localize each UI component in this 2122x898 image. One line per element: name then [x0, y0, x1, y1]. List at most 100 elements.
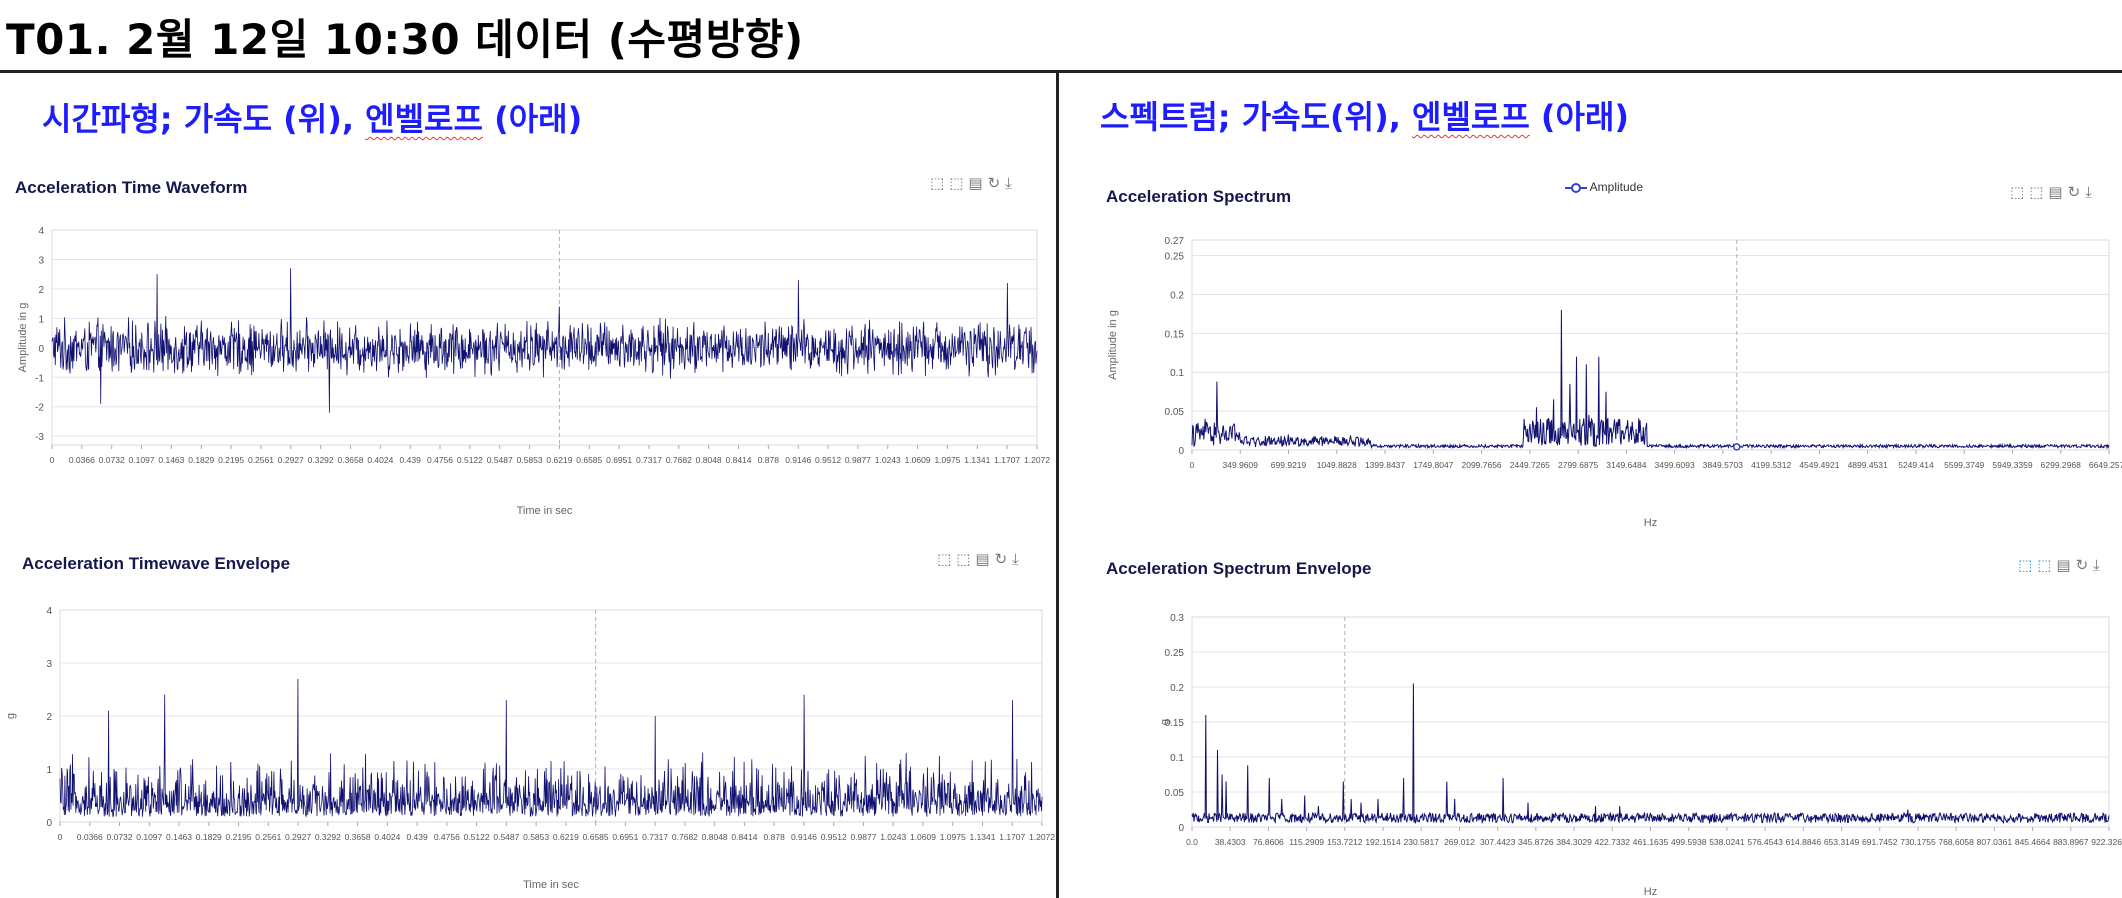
x-tick-label: 1.0609	[910, 832, 936, 842]
x-tick-label: 0.1097	[129, 455, 155, 465]
left-heading-suffix: (아래)	[482, 100, 583, 138]
x-tick-label: 699.9219	[1271, 460, 1307, 470]
save-icon[interactable]: ⤓	[1005, 174, 1015, 192]
data-view-icon[interactable]: ▤	[2056, 556, 2074, 574]
save-icon[interactable]: ⤓	[2085, 183, 2095, 201]
x-tick-label: 0.5122	[464, 832, 490, 842]
restore-icon[interactable]: ↻	[994, 550, 1011, 568]
zoom-icon[interactable]: ⬚	[2010, 183, 2028, 201]
chart-accel-spectrum-envelope[interactable]: 0 0.05 0.1 0.15 0.2 0.25 0.3 0.0 38.4303 76.8606 1…	[1060, 605, 2122, 898]
save-icon[interactable]: ⤓	[2093, 556, 2103, 574]
x-tick-label: 4549.4921	[1799, 460, 1839, 470]
zoom-icon[interactable]: ⬚	[2018, 556, 2036, 574]
x-tick-label: 0.0	[1186, 837, 1198, 847]
x-tick-label: 0.0366	[69, 455, 95, 465]
y-tick-label: 0.25	[1165, 252, 1185, 263]
x-tick-label: 1.0609	[905, 455, 931, 465]
x-tick-label: 0.1829	[188, 455, 214, 465]
y-tick-label: 0	[46, 818, 52, 829]
x-tick-label: 0.6585	[576, 455, 602, 465]
zoom-icon[interactable]: ⬚	[937, 550, 955, 568]
x-tick-label: 0	[50, 455, 55, 465]
x-tick-label: 1749.8047	[1413, 460, 1453, 470]
vertical-divider	[1056, 70, 1059, 898]
x-tick-label: 0.2927	[285, 832, 311, 842]
y-tick-label: 0	[1178, 446, 1184, 457]
x-tick-label: 0.6951	[612, 832, 638, 842]
x-tick-label: 0.3658	[345, 832, 371, 842]
right-heading-underlined: 엔벨로프	[1412, 98, 1530, 136]
data-view-icon[interactable]: ▤	[975, 550, 993, 568]
x-tick-label: 0.9877	[850, 832, 876, 842]
x-tick-label: 0.2561	[255, 832, 281, 842]
x-tick-label: 0.6219	[546, 455, 572, 465]
x-tick-label: 1399.8437	[1365, 460, 1405, 470]
y-tick-label: 1	[38, 314, 44, 325]
y-tick-label: 4	[38, 226, 44, 237]
x-axis-label: Time in sec	[523, 879, 579, 891]
x-axis-label: Hz	[1644, 517, 1657, 529]
x-tick-label: 1.2072	[1029, 832, 1055, 842]
toolbox-accel-spectrum: ⬚ ⬚ ▤ ↻ ⤓	[2010, 183, 2097, 201]
x-tick-label: 538.0241	[1709, 837, 1745, 847]
x-tick-label: 0.8414	[726, 455, 752, 465]
left-section-heading: 시간파형; 가속도 (위), 엔벨로프 (아래)	[42, 94, 582, 140]
x-tick-label: 0.7682	[672, 832, 698, 842]
restore-icon[interactable]: ↻	[2075, 556, 2092, 574]
x-tick-label: 0.0732	[99, 455, 125, 465]
legend-label: Amplitude	[1589, 180, 1644, 194]
series-line	[51, 268, 1038, 413]
y-tick-label: 0.2	[1170, 290, 1184, 301]
x-tick-label: 768.6058	[1938, 837, 1974, 847]
chart-accel-timewave-envelope[interactable]: 0 1 2 3 4 0 0.0366 0.0732 0.1097 0.1463 0.1829 0.21…	[0, 598, 1055, 898]
x-tick-label: 0.4756	[427, 455, 453, 465]
x-tick-label: 653.3149	[1824, 837, 1860, 847]
x-tick-label: 230.5817	[1404, 837, 1440, 847]
x-tick-label: 3499.6093	[1655, 460, 1695, 470]
chart-title-accel-spectrum-envelope: Acceleration Spectrum Envelope	[1106, 559, 1372, 578]
zoom-reset-icon[interactable]: ⬚	[2037, 556, 2055, 574]
restore-icon[interactable]: ↻	[987, 174, 1004, 192]
x-tick-label: 1049.8828	[1317, 460, 1357, 470]
zoom-reset-icon[interactable]: ⬚	[956, 550, 974, 568]
left-heading-prefix: 시간파형; 가속도 (위),	[42, 100, 366, 138]
x-tick-label: 269.012	[1444, 837, 1475, 847]
left-heading-underlined: 엔벨로프	[365, 100, 483, 138]
data-view-icon[interactable]: ▤	[2048, 183, 2066, 201]
chart-accel-spectrum[interactable]: 0 0.05 0.1 0.15 0.2 0.25 0.27 0 349.9609 699.9219…	[1060, 228, 2122, 533]
y-tick-label: 0.1	[1170, 753, 1184, 764]
restore-icon[interactable]: ↻	[2067, 183, 2084, 201]
x-tick-label: 0.9512	[815, 455, 841, 465]
legend-marker-icon	[1565, 182, 1587, 193]
save-icon[interactable]: ⤓	[1012, 550, 1022, 568]
legend-amplitude[interactable]: Amplitude	[1565, 180, 1643, 194]
toolbox-accel-envelope: ⬚ ⬚ ▤ ↻ ⤓	[937, 550, 1024, 568]
zoom-icon[interactable]: ⬚	[930, 174, 948, 192]
x-tick-label: 1.1707	[999, 832, 1025, 842]
y-tick-label: 0.15	[1165, 718, 1185, 729]
x-tick-label: 1.0975	[934, 455, 960, 465]
chart-accel-time-waveform[interactable]: -3 -2 -1 0 1 2 3 4 0 0.0366 0.0732 0.1097 0.1463 0.18…	[0, 220, 1050, 525]
x-tick-label: 3149.6484	[1606, 460, 1646, 470]
zoom-reset-icon[interactable]: ⬚	[2029, 183, 2047, 201]
x-tick-label: 614.8846	[1786, 837, 1822, 847]
x-tick-label: 0.1463	[166, 832, 192, 842]
x-tick-label: 730.1755	[1900, 837, 1936, 847]
x-tick-label: 349.9609	[1223, 460, 1259, 470]
x-tick-label: 0.9146	[791, 832, 817, 842]
y-tick-label: 1	[46, 765, 52, 776]
x-tick-label: 0.5122	[457, 455, 483, 465]
horizontal-divider	[0, 70, 2122, 73]
x-tick-label: 0.6585	[583, 832, 609, 842]
chart-title-accel-time: Acceleration Time Waveform	[15, 178, 248, 197]
plot-border	[59, 609, 1043, 823]
data-view-icon[interactable]: ▤	[968, 174, 986, 192]
y-tick-label: 3	[46, 659, 52, 670]
zoom-reset-icon[interactable]: ⬚	[949, 174, 967, 192]
cursor-marker	[1732, 443, 1741, 451]
y-tick-label: 0.05	[1165, 407, 1185, 418]
y-tick-label: 2	[38, 285, 44, 296]
x-tick-label: 4199.5312	[1751, 460, 1791, 470]
x-tick-label: 0.2195	[226, 832, 252, 842]
x-tick-label: 0.439	[400, 455, 422, 465]
